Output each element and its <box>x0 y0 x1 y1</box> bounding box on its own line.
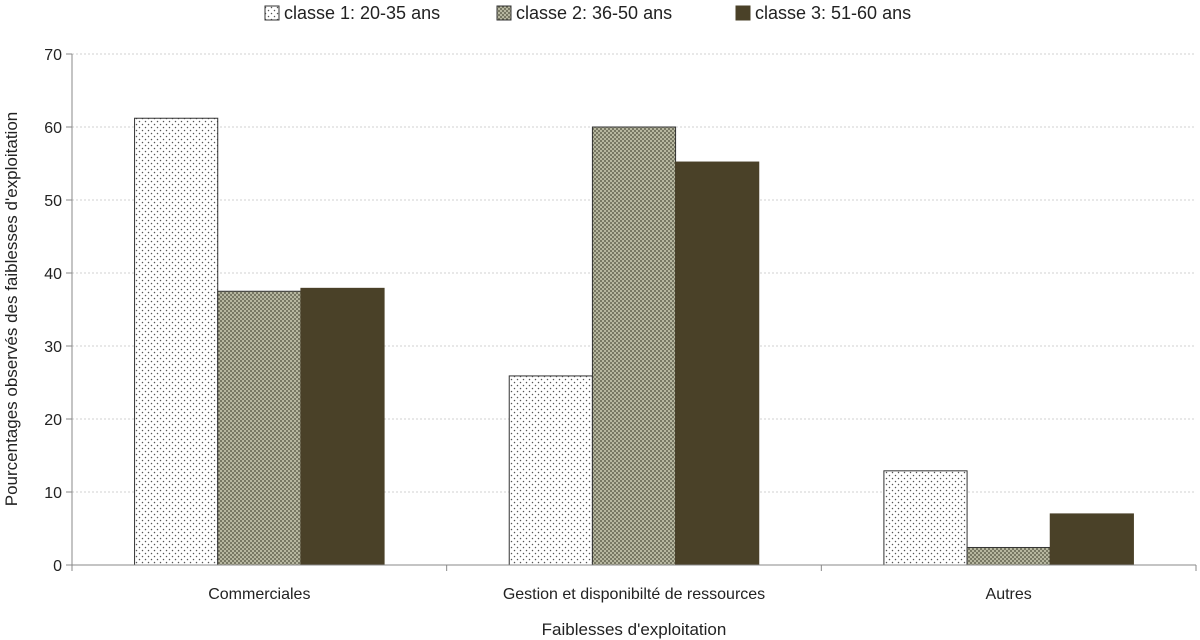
y-tick-label: 50 <box>44 193 62 210</box>
y-tick-label: 0 <box>53 558 62 575</box>
x-axis-title: Faiblesses d'exploitation <box>542 620 727 639</box>
legend-swatch-3 <box>735 5 751 21</box>
bar-3-1 <box>300 287 385 566</box>
x-tick-label: Commerciales <box>208 586 310 603</box>
y-tick-label: 70 <box>44 47 62 64</box>
x-axis-ticks: Commerciales Gestion et disponibilté de r… <box>71 565 1197 603</box>
axes <box>71 54 1196 566</box>
legend-label-3: classe 3: 51-60 ans <box>755 3 911 23</box>
bar-2-1 <box>217 290 302 566</box>
x-tick-label: Gestion et disponibilté de ressources <box>503 586 765 603</box>
bar-1-3 <box>883 470 968 566</box>
legend: classe 1: 20-35 ans classe 2: 36-50 ans cl… <box>264 3 911 23</box>
bar-3-3 <box>1049 513 1134 566</box>
bar-1-2 <box>508 375 593 566</box>
bar-1-1 <box>134 117 219 566</box>
y-tick-label: 20 <box>44 412 62 429</box>
bar-2-2 <box>591 126 677 566</box>
y-axis-title: Pourcentages observés des faiblesses d'e… <box>2 112 21 507</box>
legend-swatch-1 <box>264 5 280 21</box>
y-tick-label: 40 <box>44 266 62 283</box>
x-tick-label: Autres <box>986 586 1032 603</box>
y-tick-label: 10 <box>44 485 62 502</box>
bars <box>134 117 1134 566</box>
legend-label-2: classe 2: 36-50 ans <box>516 3 672 23</box>
y-tick-label: 30 <box>44 339 62 356</box>
y-axis-ticks: 0 10 20 30 40 50 60 70 <box>44 47 72 575</box>
legend-swatch-2 <box>496 5 512 21</box>
y-tick-label: 60 <box>44 120 62 137</box>
bar-2-3 <box>966 546 1051 566</box>
legend-label-1: classe 1: 20-35 ans <box>284 3 440 23</box>
bar-3-2 <box>675 161 760 566</box>
